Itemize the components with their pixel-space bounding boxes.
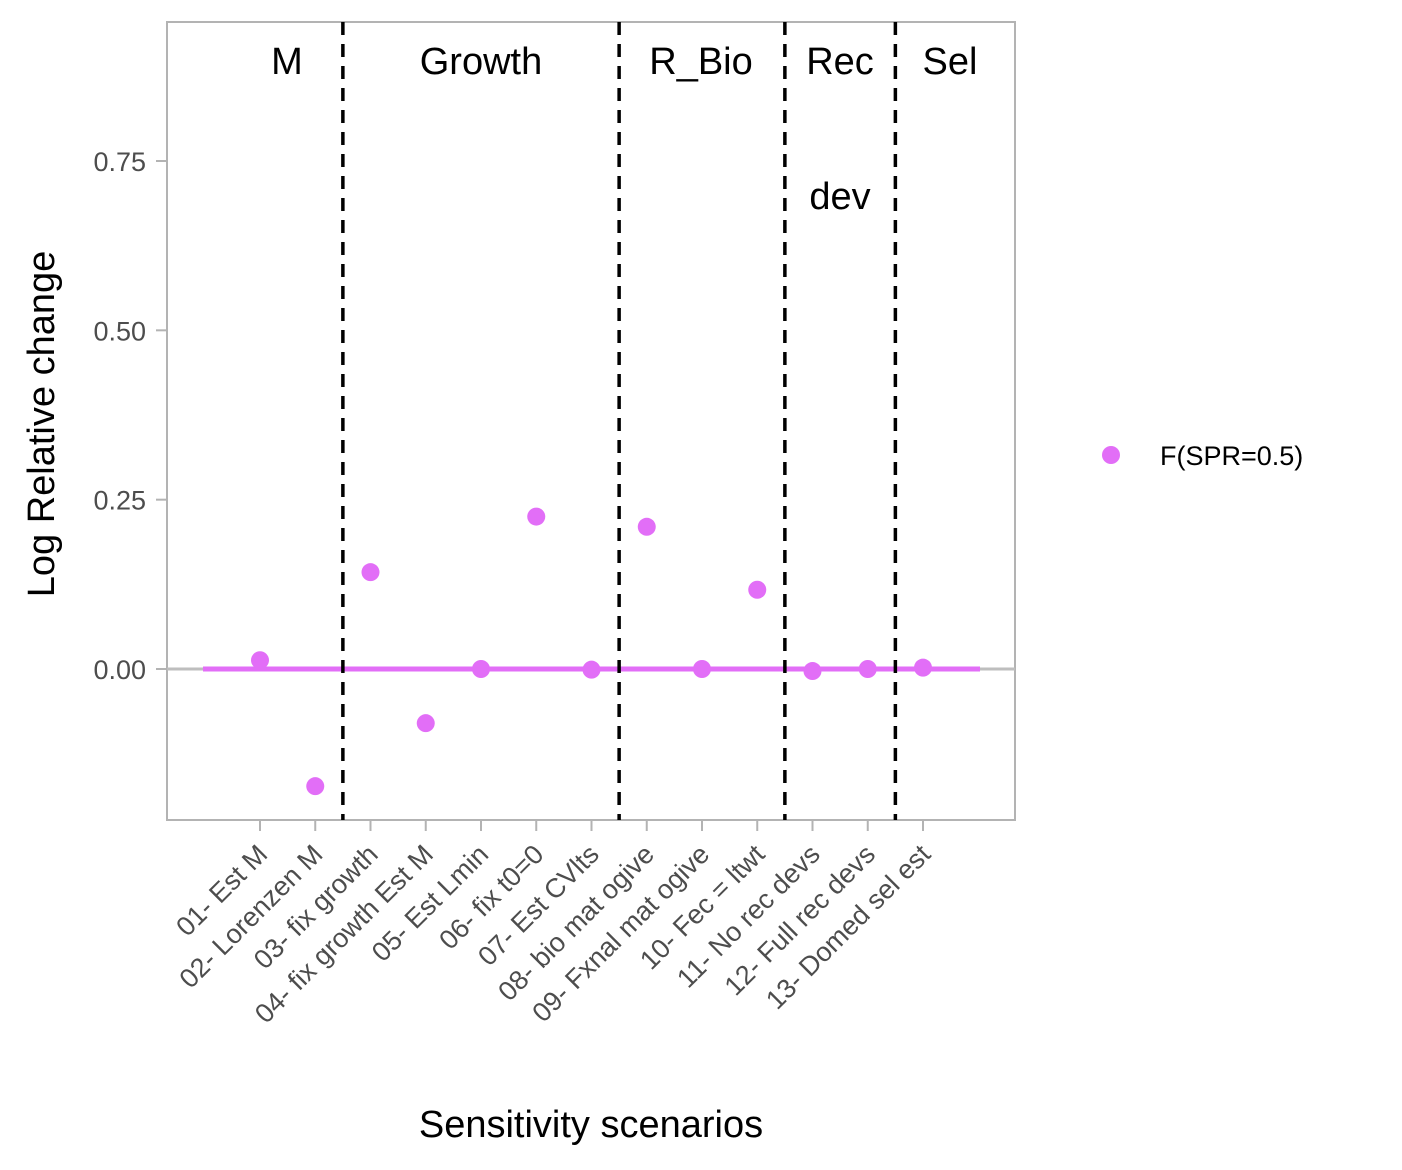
data-point	[914, 658, 932, 677]
legend: F(SPR=0.5)	[1102, 441, 1303, 471]
group-label: Sel	[923, 41, 978, 83]
y-tick-label: 0.25	[93, 486, 146, 516]
group-label: R_Bio	[649, 41, 753, 83]
x-axis-title: Sensitivity scenarios	[419, 1104, 763, 1146]
y-tick-label: 0.00	[93, 655, 146, 685]
data-point	[582, 660, 601, 679]
legend-key-dot	[1102, 446, 1120, 464]
y-tick-label: 0.75	[93, 147, 146, 177]
group-label: Growth	[420, 41, 542, 83]
data-point	[527, 507, 546, 526]
group-label: M	[271, 41, 303, 83]
data-point	[803, 662, 822, 681]
group-labels: M Growth R_Bio Rec dev Sel	[271, 41, 977, 218]
x-axis: 01- Est M02- Lorenzen M03- fix growth04-…	[170, 820, 937, 1029]
data-point	[858, 660, 877, 678]
data-point	[251, 651, 269, 670]
data-point	[306, 777, 325, 796]
y-axis: 0.00 0.25 0.50 0.75	[93, 147, 167, 685]
data-points	[251, 507, 932, 796]
group-label: Rec	[806, 41, 874, 83]
y-tick-label: 0.50	[93, 316, 146, 346]
data-point	[416, 714, 435, 733]
data-point	[637, 517, 656, 536]
data-point	[361, 563, 380, 582]
data-point	[693, 660, 711, 678]
data-point	[748, 580, 767, 599]
panel-border	[166, 21, 1016, 821]
data-point	[472, 660, 490, 678]
group-label: dev	[809, 176, 870, 218]
y-axis-title: Log Relative change	[21, 251, 63, 597]
group-dividers	[341, 22, 898, 820]
legend-label: F(SPR=0.5)	[1160, 441, 1303, 471]
